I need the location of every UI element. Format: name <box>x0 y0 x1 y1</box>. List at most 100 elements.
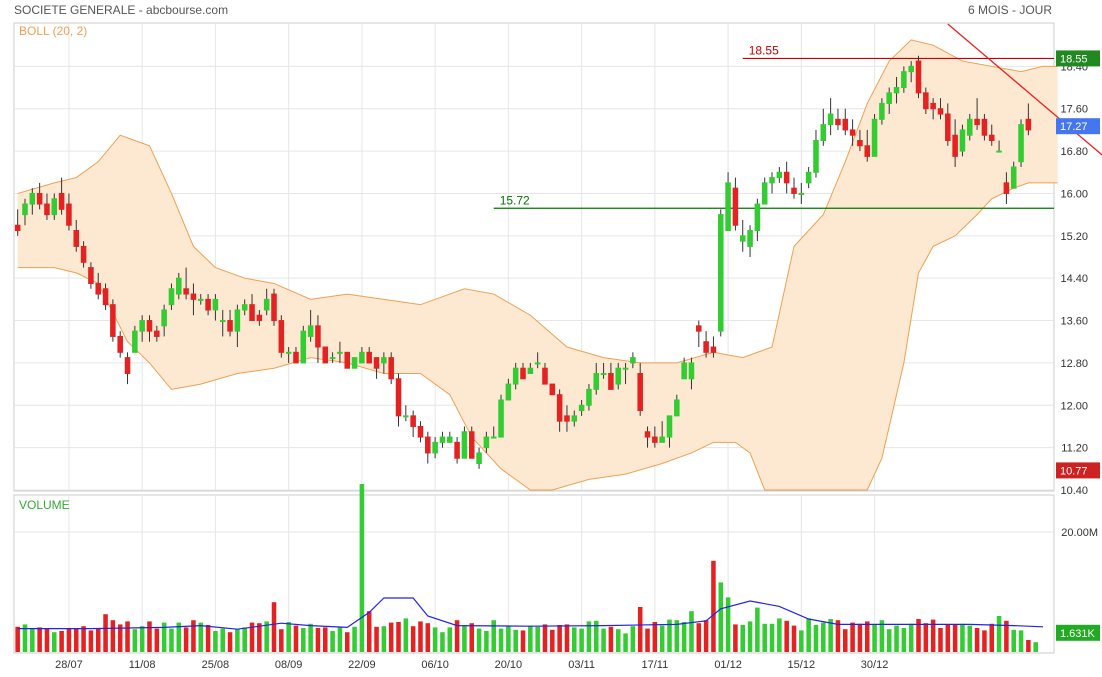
volume-bar <box>989 623 995 652</box>
candle-body <box>285 351 292 354</box>
candle-body <box>688 362 695 380</box>
volume-bar <box>623 633 628 652</box>
volume-label: VOLUME <box>19 498 70 512</box>
volume-badge <box>1056 624 1100 641</box>
candle-body <box>183 288 189 295</box>
volume-bar <box>908 623 914 652</box>
candle-body <box>1018 124 1024 163</box>
volume-bar <box>1026 640 1031 652</box>
y-tick-label: 17.60 <box>1060 104 1088 116</box>
candle-body <box>776 171 783 179</box>
x-tick-label: 17/11 <box>641 659 668 671</box>
candle-body <box>461 431 468 459</box>
candle-body <box>659 436 665 443</box>
volume-bar <box>879 620 885 652</box>
volume-bar <box>322 627 328 652</box>
volume-bar <box>242 627 247 652</box>
candle-body <box>988 134 995 141</box>
volume-bar <box>652 622 658 652</box>
candle-body <box>637 373 643 412</box>
candle-body <box>564 415 570 422</box>
candle-body <box>615 367 621 385</box>
candle-body <box>652 436 658 443</box>
candle-body <box>271 293 277 322</box>
axis-labels: 28/07 11/08 25/08 08/09 22/09 06/10 20/10 03/11… <box>55 61 1098 671</box>
volume-bar <box>154 628 160 652</box>
hline-label: 15.72 <box>500 193 530 207</box>
candle-body <box>571 415 578 422</box>
volume-bar <box>586 621 592 652</box>
candle-body <box>593 373 600 390</box>
volume-bar <box>674 620 680 652</box>
candle-body <box>388 357 394 380</box>
volume-bar <box>542 624 548 652</box>
x-tick-label: 28/07 <box>55 659 83 671</box>
volume-bar <box>901 628 907 652</box>
price-badge <box>1056 118 1100 135</box>
candle-body <box>674 399 680 417</box>
candle-body <box>608 373 614 390</box>
candle-body <box>937 108 944 115</box>
bollinger-label: BOLL (20, 2) <box>19 24 87 38</box>
candle-body <box>586 388 592 406</box>
candle-body <box>22 203 28 216</box>
candle-body <box>908 65 914 73</box>
candle-body <box>886 92 892 104</box>
volume-bar <box>454 620 460 652</box>
x-tick-label: 15/12 <box>788 659 816 671</box>
y-tick-label: 11.20 <box>1061 443 1088 455</box>
y-tick-label: 16.80 <box>1060 146 1088 158</box>
volume-bar <box>681 622 687 652</box>
volume-bar <box>330 631 335 652</box>
volume-bar <box>491 620 496 652</box>
volume-bar <box>747 621 753 652</box>
volume-bar <box>344 632 350 652</box>
candle-body <box>952 134 958 157</box>
hline-label: 18.55 <box>749 43 779 57</box>
volume-bar <box>498 628 504 652</box>
candlesticks <box>14 55 1032 469</box>
volume-bar <box>1018 630 1024 652</box>
volume-bar <box>117 624 123 652</box>
volume-bar <box>996 616 1002 652</box>
volume-bar <box>784 620 789 652</box>
volume-bar <box>945 624 951 652</box>
candle-body <box>857 140 863 147</box>
candle-body <box>783 171 790 184</box>
volume-bar <box>528 625 533 652</box>
volume-bar <box>857 623 863 652</box>
volume-bar <box>235 629 240 652</box>
x-tick-label: 30/12 <box>861 659 889 671</box>
volume-bar <box>755 607 760 652</box>
volume-bar <box>572 627 577 652</box>
volume-bar <box>828 619 833 652</box>
volume-bar <box>257 623 262 652</box>
y-tick-label: 15.20 <box>1060 231 1088 243</box>
candle-body <box>212 298 219 311</box>
y-tick-label: 16.00 <box>1060 188 1088 200</box>
volume-bar <box>264 621 269 652</box>
y-tick-label: 12.00 <box>1060 400 1088 412</box>
candle-body <box>849 129 856 136</box>
volume-bar <box>388 622 394 652</box>
volume-bar <box>22 624 28 652</box>
candle-body <box>630 357 636 364</box>
volume-bar <box>447 627 453 652</box>
volume-bar <box>835 620 841 652</box>
price-badge <box>1056 462 1100 479</box>
candle-body <box>300 330 307 364</box>
volume-bar <box>95 628 101 652</box>
volume-bar <box>696 623 702 652</box>
volume-bar <box>110 620 116 652</box>
volume-bar <box>923 623 929 652</box>
volume-bar <box>352 626 357 652</box>
volume-bar <box>894 625 899 652</box>
candle-body <box>329 357 336 360</box>
price-badge-label: 18.55 <box>1060 53 1088 65</box>
volume-bar <box>425 623 431 652</box>
candle-body <box>197 298 204 301</box>
volume-bar <box>557 625 562 652</box>
candle-body <box>14 224 21 232</box>
candle-body <box>930 102 936 110</box>
candle-body <box>1025 118 1032 131</box>
